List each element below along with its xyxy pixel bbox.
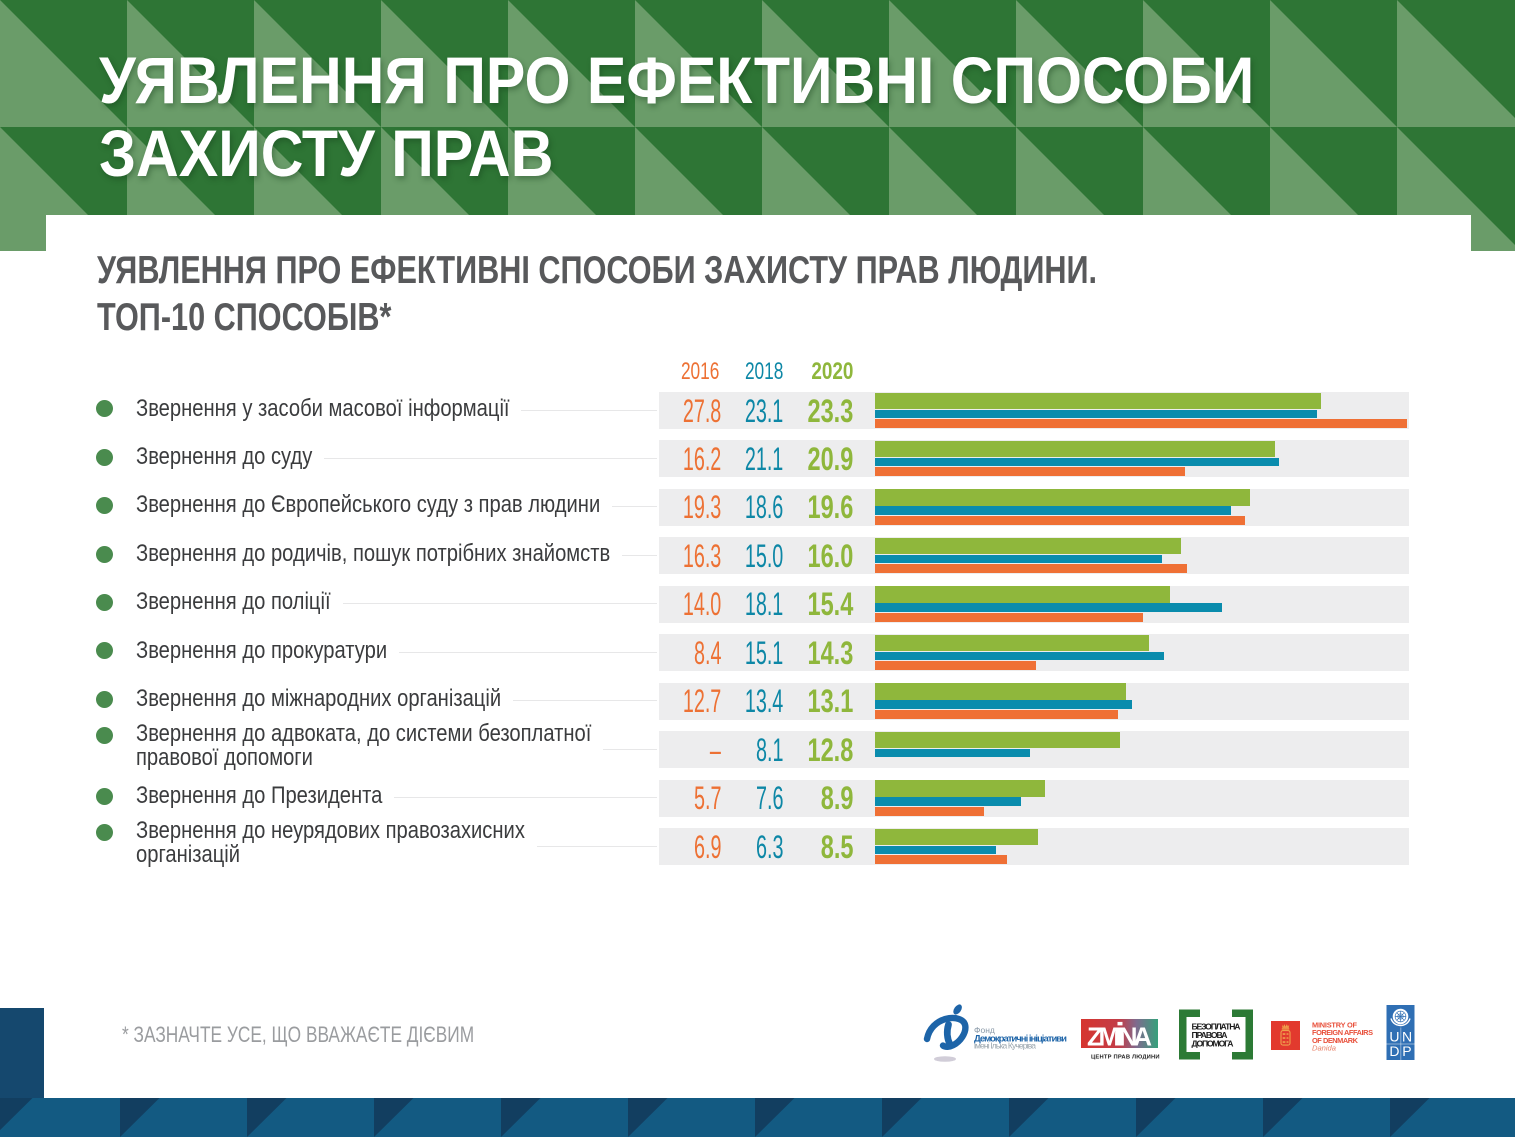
svg-text:Фонд: Фонд [974, 1025, 995, 1035]
svg-text:Danida: Danida [1312, 1043, 1336, 1052]
svg-text:N: N [1402, 1029, 1412, 1045]
svg-text:U: U [1389, 1029, 1399, 1045]
svg-text:ZMINA: ZMINA [1087, 1022, 1152, 1052]
svg-text:БЕЗОПЛАТНА: БЕЗОПЛАТНА [1192, 1022, 1241, 1032]
svg-text:P: P [1402, 1043, 1411, 1059]
svg-text:ДОПОМОГА: ДОПОМОГА [1192, 1038, 1234, 1048]
svg-text:імені Ілька Кучеріва: імені Ілька Кучеріва [974, 1041, 1036, 1051]
svg-text:OF DENMARK: OF DENMARK [1312, 1036, 1359, 1045]
svg-text:ЦЕНТР ПРАВ ЛЮДИНИ: ЦЕНТР ПРАВ ЛЮДИНИ [1091, 1055, 1160, 1061]
svg-text:D: D [1389, 1043, 1399, 1059]
svg-text:Демократичні ініціативи: Демократичні ініціативи [974, 1034, 1067, 1045]
svg-text:ПРАВОВА: ПРАВОВА [1192, 1030, 1228, 1040]
svg-text:MINISTRY OF: MINISTRY OF [1312, 1021, 1357, 1030]
svg-text:FOREIGN AFFAIRS: FOREIGN AFFAIRS [1312, 1028, 1373, 1037]
